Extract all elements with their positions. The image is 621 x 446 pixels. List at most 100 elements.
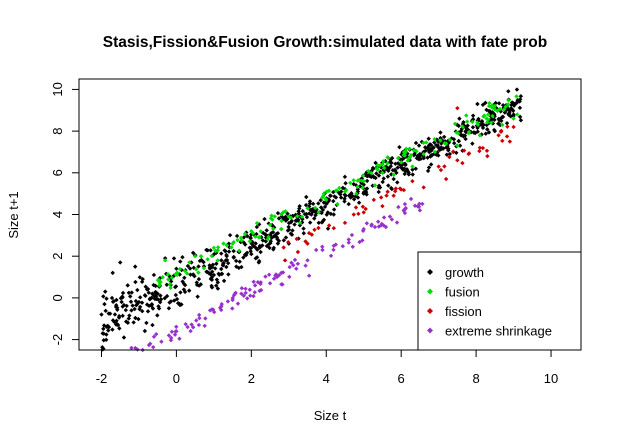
point-fission [361,210,366,215]
point-fusion [382,165,387,171]
point-fusion [490,113,495,119]
point-growth [428,154,433,159]
point-growth [233,258,239,264]
point-growth [304,214,310,220]
point-fission [421,185,426,190]
point-fusion [475,122,481,127]
point-growth [421,156,426,161]
point-extreme-shrinkage [147,341,153,346]
point-fission [384,193,389,198]
point-growth [119,299,124,305]
point-fusion [224,242,229,248]
point-growth [151,272,157,278]
point-fusion [167,281,173,287]
point-growth [210,262,216,267]
y-tick-label: -2 [50,334,65,346]
y-axis-label: Size t+1 [6,191,21,238]
point-fusion [177,266,183,272]
point-growth [214,277,220,282]
point-growth [331,198,336,204]
point-growth [115,322,121,328]
point-growth [253,241,258,246]
point-fusion [337,185,342,191]
point-extreme-shrinkage [383,224,389,230]
point-growth [115,307,120,312]
point-fusion [168,285,173,291]
point-growth [226,249,232,254]
x-axis-label: Size t [314,408,347,423]
point-growth [106,324,112,330]
point-growth [136,299,142,305]
point-growth [158,297,164,302]
point-extreme-shrinkage [375,219,381,224]
point-fusion [169,275,174,280]
point-growth [410,172,415,177]
point-growth [518,97,523,102]
legend: growth fusion fission extreme shrinkage [417,251,582,351]
point-fusion [477,133,483,138]
point-growth [128,299,134,304]
point-extreme-shrinkage [331,247,336,253]
point-growth [509,107,515,112]
point-fusion [213,248,218,254]
point-fusion [411,148,417,153]
point-fusion [215,258,220,263]
point-extreme-shrinkage [203,316,208,321]
point-growth [426,136,431,141]
point-growth [104,337,109,343]
point-growth [364,186,370,191]
point-extreme-shrinkage [340,244,345,249]
point-fission [443,176,449,182]
point-fusion [488,120,494,125]
point-growth [307,201,313,206]
point-growth [220,263,226,268]
point-extreme-shrinkage [207,308,213,313]
point-growth [301,231,306,236]
point-extreme-shrinkage [394,220,400,225]
point-fusion [295,213,300,219]
point-fusion [421,151,426,157]
point-fusion [407,146,412,151]
point-fusion [492,103,498,109]
point-growth [173,292,179,298]
point-growth [215,286,221,291]
point-extreme-shrinkage [402,201,408,207]
point-growth [322,204,328,210]
point-growth [133,279,138,285]
point-growth [481,122,486,128]
point-growth [304,194,309,200]
point-growth [171,298,177,303]
point-fission [455,105,460,111]
point-growth [364,170,369,175]
point-extreme-shrinkage [245,296,250,301]
point-growth [237,259,242,264]
point-extreme-shrinkage [412,203,418,208]
point-fusion [403,150,408,156]
point-fusion [515,112,520,117]
point-extreme-shrinkage [328,253,334,258]
point-fusion [481,114,486,119]
point-growth [185,263,191,269]
point-fusion [366,168,371,174]
point-growth [297,223,303,228]
point-fusion [374,166,380,172]
point-growth [114,297,119,303]
point-fusion [385,155,390,160]
point-fission [511,124,516,130]
point-growth [214,261,219,266]
point-growth [106,311,111,316]
point-fusion [466,131,471,136]
point-growth [142,328,148,334]
point-growth [283,235,289,240]
point-fusion [485,117,491,122]
point-growth [312,216,317,221]
point-fusion [254,220,260,226]
point-fusion [360,173,366,178]
point-fission [281,245,286,250]
point-growth [447,151,453,157]
point-growth [182,282,188,288]
x-tick-label: 6 [398,371,405,386]
point-growth [257,245,262,250]
point-growth [394,170,399,175]
point-extreme-shrinkage [417,201,422,206]
